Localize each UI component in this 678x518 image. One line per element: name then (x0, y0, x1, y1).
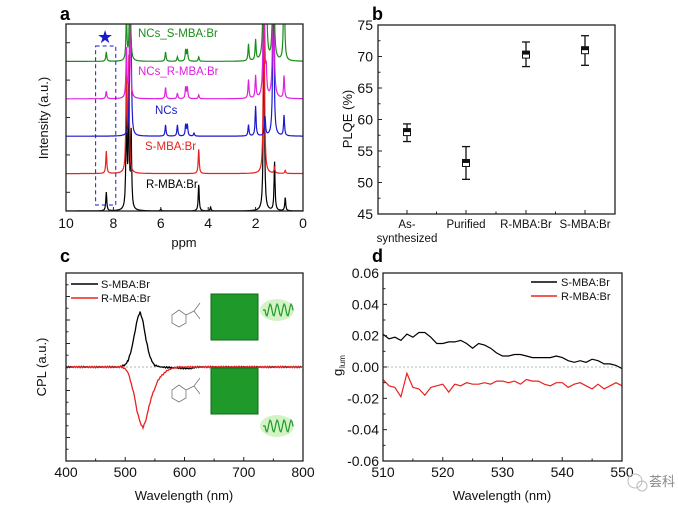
helix-icon (263, 302, 294, 317)
y-tick-label: -0.02 (347, 390, 379, 406)
spectrum-ncs (66, 24, 303, 137)
x-tick-label: 540 (551, 464, 575, 480)
y-tick-label: 45 (357, 206, 373, 222)
legend-label: S-MBA:Br (101, 279, 150, 291)
y-axis-label-sub: lum (338, 355, 347, 368)
x-tick-label: 550 (610, 464, 634, 480)
legend-label: S-MBA:Br (561, 277, 610, 289)
plot-frame-b (377, 24, 616, 215)
highlight-box (95, 45, 117, 206)
x-tick-label: 400 (54, 464, 78, 480)
y-tick-label: 65 (357, 80, 373, 96)
legend-label: R-MBA:Br (101, 293, 151, 305)
data-point-inner (404, 132, 410, 136)
x-tick-label: 520 (431, 464, 455, 480)
x-axis-label: Wavelength (nm) (135, 488, 234, 503)
star-icon: ★ (97, 27, 113, 47)
y-tick-label: 0.04 (352, 296, 379, 312)
category-label: synthesized (377, 233, 438, 245)
legend-label: R-MBA:Br (561, 291, 611, 303)
spectrum-ncs-r-mba-br (66, 24, 303, 100)
x-tick-label: 2 (252, 215, 260, 231)
y-tick-label: -0.04 (347, 422, 379, 438)
x-tick-label: 530 (491, 464, 515, 480)
glum-curve-r-mba-br (382, 371, 623, 399)
data-point-inner (582, 50, 588, 54)
series-label: NCs_R-MBA:Br (138, 66, 219, 78)
glum-curve-s-mba-br (382, 331, 623, 370)
y-axis-label: Intensity (a.u.) (36, 77, 51, 159)
x-tick-label: 4 (204, 215, 212, 231)
spectrum-s-mba-br (66, 24, 303, 175)
helix-glow (260, 415, 294, 437)
y-tick-label: 50 (357, 175, 373, 191)
y-tick-label: 0.02 (352, 328, 379, 344)
category-label: R-MBA:Br (500, 219, 552, 231)
category-label: As- (398, 219, 415, 231)
spectrum-ncs-s-mba-br (66, 24, 303, 62)
x-tick-label: 600 (173, 464, 197, 480)
x-tick-label: 8 (110, 215, 118, 231)
data-point-inner (523, 54, 529, 58)
panel-label-b: b (372, 4, 383, 24)
x-tick-label: 500 (114, 464, 138, 480)
cpl-curve-r-mba-br (65, 365, 303, 431)
nanocrystal-cube (210, 293, 259, 341)
nanocrystal-cube (210, 367, 259, 415)
y-tick-label: 0.00 (352, 359, 379, 375)
panel-label-a: a (60, 4, 71, 24)
series-label: NCs_S-MBA:Br (138, 28, 218, 40)
y-axis-label: PLQE (%) (340, 90, 355, 149)
y-axis-label-main: g (330, 369, 345, 376)
series-label: S-MBA:Br (145, 141, 196, 153)
panel-label-d: d (372, 246, 383, 266)
y-tick-label: 60 (357, 112, 373, 128)
x-tick-label: 510 (371, 464, 395, 480)
x-tick-label: 700 (232, 464, 256, 480)
data-point-inner (463, 162, 469, 166)
wechat-icon-inner (636, 480, 648, 492)
y-tick-label: 55 (357, 143, 373, 159)
x-tick-label: 6 (157, 215, 165, 231)
x-axis-label: Wavelength (nm) (453, 488, 552, 503)
helix-glow (260, 299, 294, 321)
helix-icon (263, 418, 294, 433)
watermark-text: 荟科 (649, 474, 675, 489)
y-tick-label: -0.06 (347, 453, 379, 469)
y-tick-label: 0.06 (352, 265, 379, 281)
y-tick-label: 75 (357, 17, 373, 33)
x-tick-label: 10 (58, 215, 74, 231)
category-label: S-MBA:Br (559, 219, 610, 231)
panel-label-c: c (60, 246, 70, 266)
y-tick-label: 70 (357, 49, 373, 65)
x-tick-label: 0 (299, 215, 307, 231)
series-label: NCs (155, 105, 178, 117)
cpl-curve-s-mba-br (65, 311, 303, 370)
series-label: R-MBA:Br (146, 179, 198, 191)
y-axis-label: CPL (a.u.) (34, 338, 49, 397)
category-label: Purified (447, 219, 486, 231)
x-tick-label: 800 (291, 464, 315, 480)
x-axis-label: ppm (171, 235, 196, 250)
